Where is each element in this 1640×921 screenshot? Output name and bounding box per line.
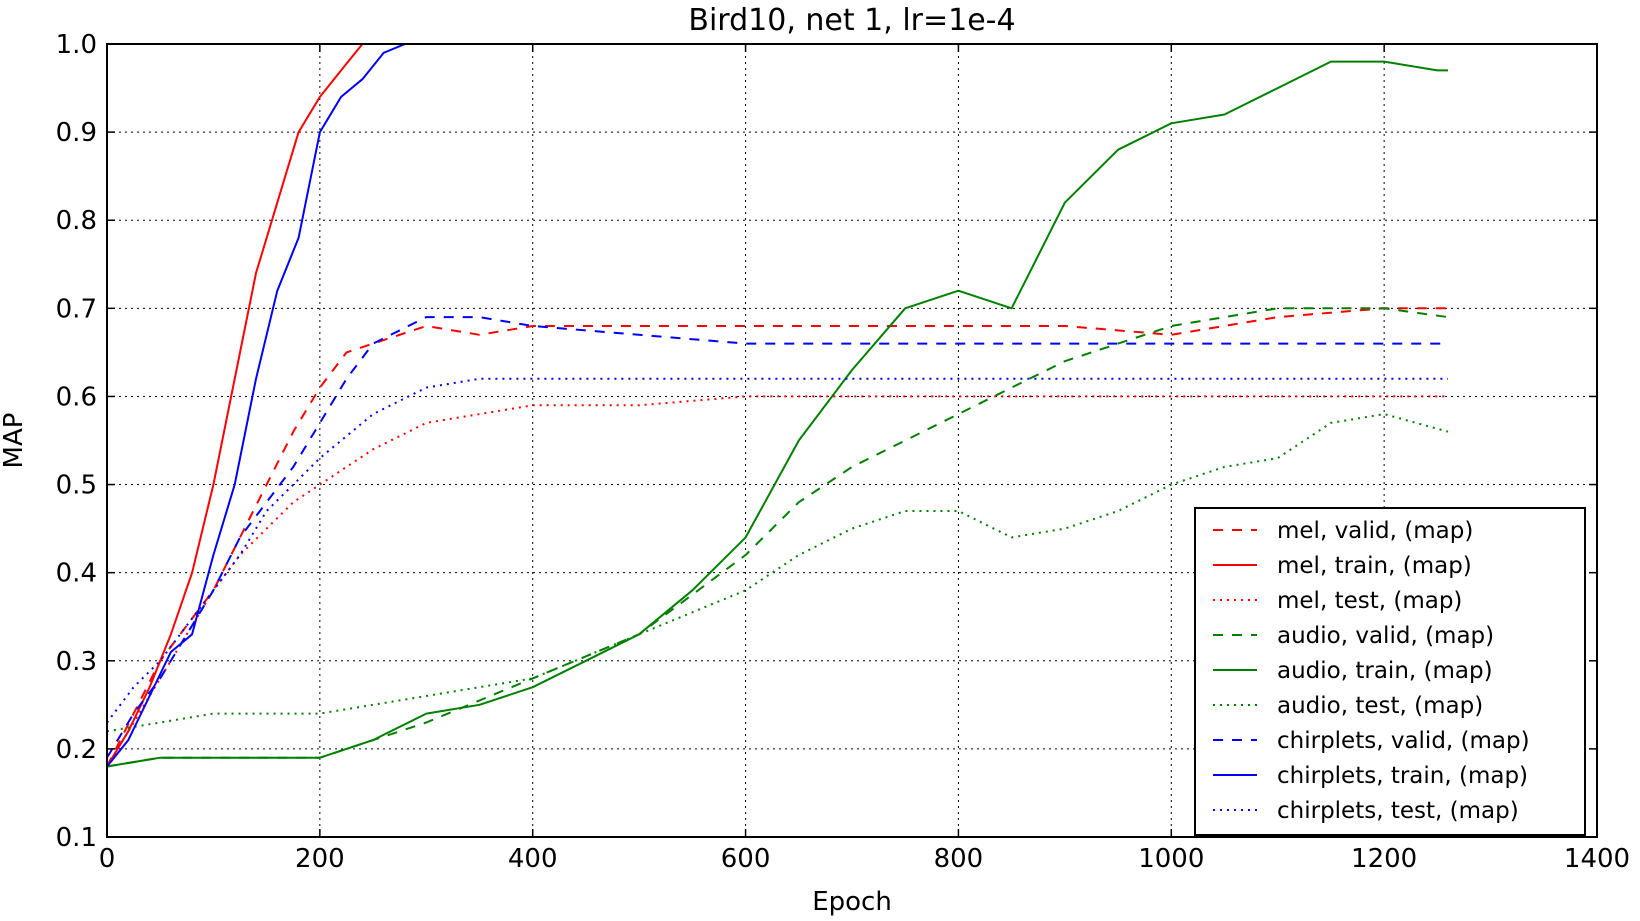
legend-label: mel, train, (map) xyxy=(1277,553,1472,579)
x-tick-label: 200 xyxy=(295,844,345,874)
y-tick-label: 0.5 xyxy=(56,471,97,501)
series-lines xyxy=(106,43,1449,768)
series-line-7 xyxy=(106,43,416,768)
series-line-6 xyxy=(106,316,1448,759)
y-tick-label: 0.6 xyxy=(56,382,97,412)
y-tick-label: 0.8 xyxy=(56,206,97,236)
legend: mel, valid, (map) mel, train, (map) mel, t… xyxy=(1194,507,1586,836)
y-tick-label: 1.0 xyxy=(56,30,97,60)
y-tick-label: 0.4 xyxy=(56,559,97,589)
chart-title: Bird10, net 1, lr=1e-4 xyxy=(688,3,1015,38)
legend-label: mel, valid, (map) xyxy=(1277,518,1473,544)
x-tick-label: 1200 xyxy=(1351,844,1417,874)
y-tick-label: 0.9 xyxy=(56,118,97,148)
grid xyxy=(107,44,1597,837)
series-line-4 xyxy=(106,60,1448,768)
legend-label: audio, train, (map) xyxy=(1277,658,1493,684)
x-tick-label: 400 xyxy=(508,844,558,874)
x-tick-label: 0 xyxy=(99,844,116,874)
legend-label: audio, valid, (map) xyxy=(1277,623,1494,649)
legend-label: mel, test, (map) xyxy=(1277,588,1462,614)
legend-label: audio, test, (map) xyxy=(1277,693,1483,719)
x-tick-label: 1400 xyxy=(1564,844,1630,874)
plot-frame xyxy=(106,43,1598,838)
x-tick-label: 800 xyxy=(934,844,984,874)
series-line-2 xyxy=(106,395,1448,768)
y-axis-label: MAP xyxy=(0,413,29,469)
x-axis-label: Epoch xyxy=(812,887,892,917)
legend-box xyxy=(1194,507,1586,836)
axis-ticks: 0 200 400 600 800 1000 1200 1400 0.1 0.2 0.3 0.4 0.5… xyxy=(56,30,1630,874)
y-tick-label: 0.2 xyxy=(56,735,97,765)
y-tick-label: 0.1 xyxy=(56,823,97,853)
series-line-8 xyxy=(106,377,1448,724)
series-line-1 xyxy=(106,43,379,768)
legend-label: chirplets, valid, (map) xyxy=(1277,728,1530,754)
legend-label: chirplets, test, (map) xyxy=(1277,798,1519,824)
y-tick-label: 0.3 xyxy=(56,647,97,677)
x-tick-label: 1000 xyxy=(1138,844,1204,874)
legend-label: chirplets, train, (map) xyxy=(1277,763,1528,789)
y-tick-label: 0.7 xyxy=(56,294,97,324)
x-tick-label: 600 xyxy=(721,844,771,874)
